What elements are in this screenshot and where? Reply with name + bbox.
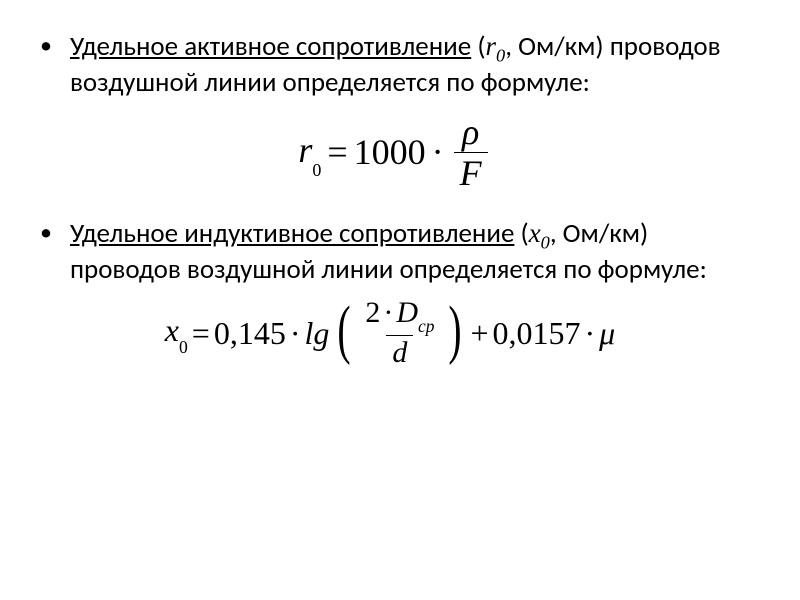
term-inductive-resistance: Удельное индуктивное сопротивление	[70, 217, 514, 250]
f2-num: 2·Dср	[359, 298, 440, 334]
f1-lhs: r0	[298, 129, 321, 175]
f2-dot1: ·	[290, 315, 301, 352]
f2-frac: 2·Dср d	[359, 298, 440, 367]
f1-var: r	[298, 130, 312, 170]
f2-dot2: ·	[584, 315, 595, 352]
f2-rparen: )	[449, 310, 462, 350]
formula-x0: x0 = 0,145 · lg ( 2·Dср d ) + 0,0157 · μ	[40, 298, 750, 367]
f2-den: d	[386, 335, 413, 368]
formula-x0-expr: x0 = 0,145 · lg ( 2·Dср d ) + 0,0157 · μ	[165, 298, 615, 367]
formula-r0-expr: r0 = 1000 · ρ F	[298, 114, 491, 191]
f1-eq: =	[327, 131, 347, 173]
open-paren: (	[471, 30, 485, 63]
f2-plus: +	[470, 315, 488, 352]
formula-r0: r0 = 1000 · ρ F	[40, 114, 750, 191]
f2-num-dot: ·	[383, 296, 393, 329]
bullet-item-2: • Удельное индуктивное сопротивление (x0…	[40, 217, 750, 287]
bullet-marker: •	[40, 30, 52, 100]
sub-0: 0	[496, 45, 505, 65]
f1-dot: ·	[432, 131, 444, 173]
bullet-item-1: • Удельное активное сопротивление (r0, О…	[40, 30, 750, 100]
bullet-text-1: Удельное активное сопротивление (r0, Ом/…	[70, 30, 750, 100]
f2-c2: 0,0157	[492, 315, 580, 352]
f1-den: F	[454, 152, 488, 191]
f1-frac: ρ F	[454, 114, 488, 191]
open-paren-2: (	[514, 217, 528, 250]
var-x: x	[529, 218, 541, 248]
sub-0-2: 0	[541, 232, 550, 252]
f2-var: x	[165, 312, 179, 348]
var-r: r	[486, 31, 497, 61]
f2-num-2: 2	[365, 296, 380, 329]
f2-num-D: D	[396, 296, 418, 329]
bullet-text-2: Удельное индуктивное сопротивление (x0, …	[70, 217, 750, 287]
bullet-marker: •	[40, 217, 52, 287]
f2-c1: 0,145	[214, 315, 286, 352]
f2-lhs: x0	[165, 312, 188, 353]
f2-sub: 0	[179, 337, 188, 357]
f1-const: 1000	[354, 131, 426, 173]
f1-sub: 0	[312, 160, 321, 180]
f2-eq: =	[192, 315, 210, 352]
comma: ,	[505, 30, 512, 63]
f1-num: ρ	[456, 114, 485, 152]
f2-num-cp: ср	[418, 316, 434, 336]
f2-mu: μ	[599, 315, 615, 352]
term-active-resistance: Удельное активное сопротивление	[70, 30, 471, 63]
f2-lg: lg	[304, 315, 329, 352]
f2-lparen: (	[338, 310, 351, 350]
